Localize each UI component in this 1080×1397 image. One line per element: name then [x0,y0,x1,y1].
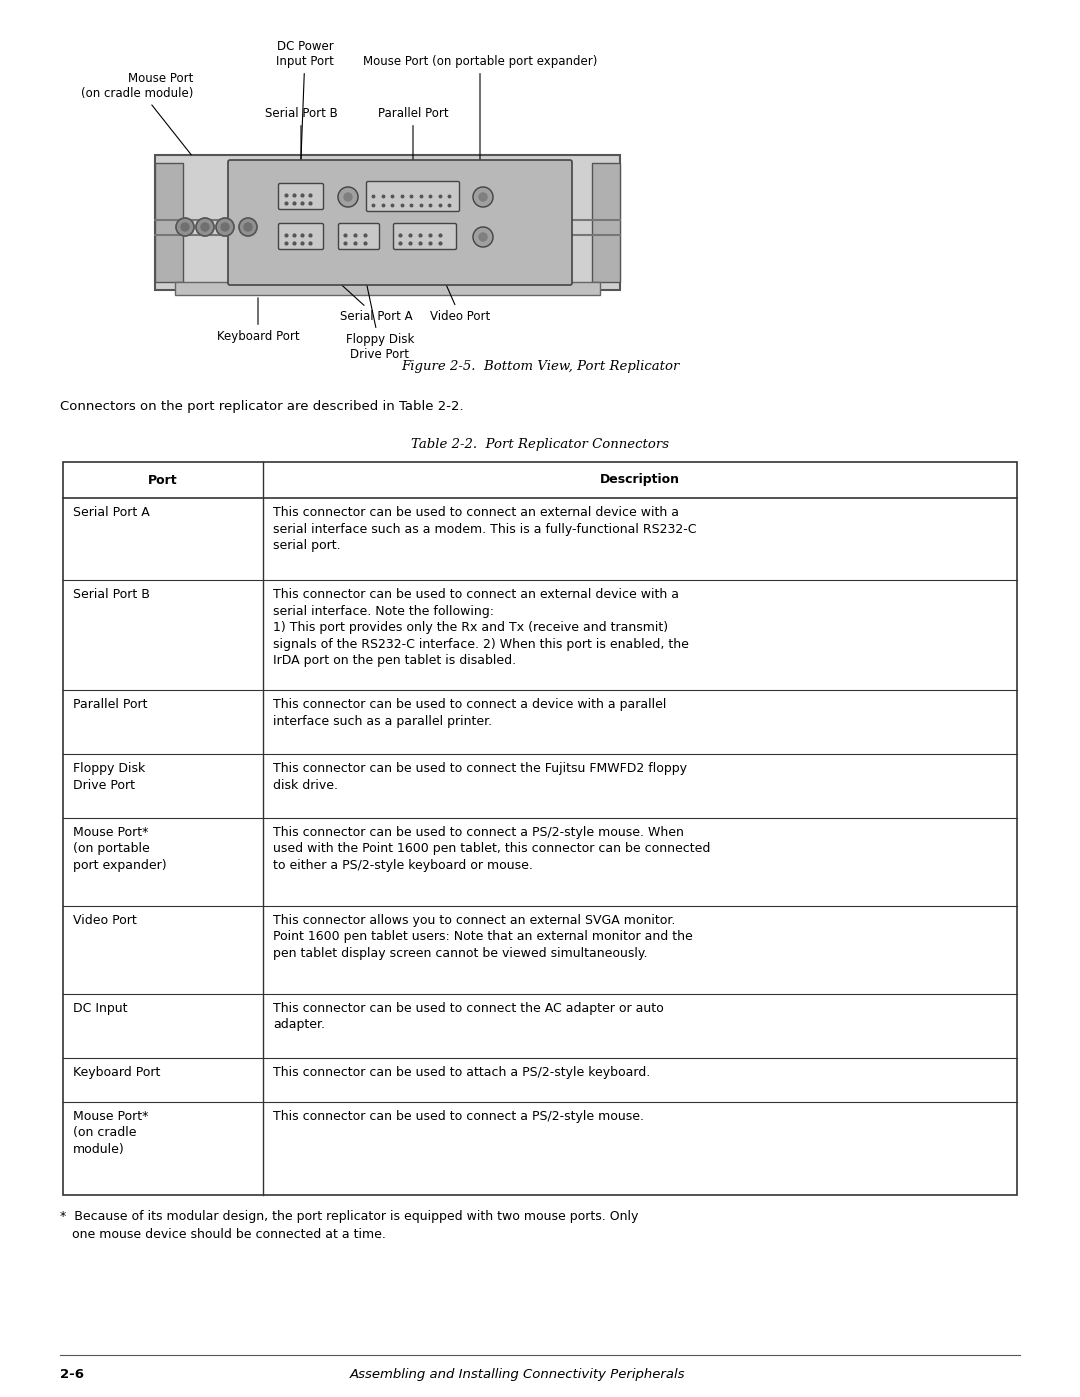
Text: Connectors on the port replicator are described in Table 2-2.: Connectors on the port replicator are de… [60,400,463,414]
Text: Table 2-2.  Port Replicator Connectors: Table 2-2. Port Replicator Connectors [411,439,669,451]
Text: Parallel Port: Parallel Port [378,108,448,180]
Text: This connector can be used to connect an external device with a
serial interface: This connector can be used to connect an… [273,506,697,552]
FancyBboxPatch shape [393,224,457,250]
Text: This connector can be used to connect an external device with a
serial interface: This connector can be used to connect an… [273,588,689,668]
Text: This connector can be used to connect a PS/2-style mouse.: This connector can be used to connect a … [273,1109,644,1123]
FancyBboxPatch shape [279,224,324,250]
FancyBboxPatch shape [338,224,379,250]
Text: DC Power
Input Port: DC Power Input Port [276,41,334,182]
Bar [63,462,1017,1194]
Circle shape [480,233,487,242]
Text: Port: Port [148,474,178,486]
Text: Floppy Disk
Drive Port: Floppy Disk Drive Port [73,763,145,792]
Circle shape [345,193,352,201]
Bar [592,163,620,282]
Bar [175,282,600,295]
Text: Figure 2-5.  Bottom View, Port Replicator: Figure 2-5. Bottom View, Port Replicator [401,360,679,373]
Circle shape [480,193,487,201]
Text: This connector can be used to connect the AC adapter or auto
adapter.: This connector can be used to connect th… [273,1002,664,1031]
Text: Mouse Port*
(on portable
port expander): Mouse Port* (on portable port expander) [73,826,166,872]
Bar [156,163,183,282]
Circle shape [338,187,357,207]
Text: DC Input: DC Input [73,1002,127,1014]
Text: This connector can be used to connect a PS/2-style mouse. When
used with the Poi: This connector can be used to connect a … [273,826,711,872]
Text: This connector can be used to attach a PS/2-style keyboard.: This connector can be used to attach a P… [273,1066,650,1078]
Circle shape [244,224,252,231]
Text: Serial Port A: Serial Port A [73,506,150,520]
Text: Floppy Disk
Drive Port: Floppy Disk Drive Port [346,250,415,360]
Circle shape [473,226,492,247]
Text: Video Port: Video Port [73,914,137,926]
Text: This connector can be used to connect the Fujitsu FMWFD2 floppy
disk drive.: This connector can be used to connect th… [273,763,687,792]
Text: Mouse Port
(on cradle module): Mouse Port (on cradle module) [81,73,193,155]
Circle shape [216,218,234,236]
Text: Serial Port B: Serial Port B [73,588,150,602]
Text: Serial Port B: Serial Port B [265,108,337,182]
Text: Assembling and Installing Connectivity Peripherals: Assembling and Installing Connectivity P… [350,1368,686,1382]
Text: Keyboard Port: Keyboard Port [217,298,299,344]
FancyBboxPatch shape [228,161,572,285]
Text: Parallel Port: Parallel Port [73,698,148,711]
Bar [156,155,620,291]
Circle shape [221,224,229,231]
Circle shape [473,187,492,207]
Text: one mouse device should be connected at a time.: one mouse device should be connected at … [60,1228,386,1241]
Circle shape [239,218,257,236]
Circle shape [201,224,210,231]
Circle shape [181,224,189,231]
FancyBboxPatch shape [366,182,459,211]
Text: 2-6: 2-6 [60,1368,84,1382]
Circle shape [195,218,214,236]
Text: This connector can be used to connect a device with a parallel
interface such as: This connector can be used to connect a … [273,698,666,728]
FancyBboxPatch shape [279,183,324,210]
Text: *  Because of its modular design, the port replicator is equipped with two mouse: * Because of its modular design, the por… [60,1210,638,1222]
Text: This connector allows you to connect an external SVGA monitor.
Point 1600 pen ta: This connector allows you to connect an … [273,914,692,960]
Text: Mouse Port*
(on cradle
module): Mouse Port* (on cradle module) [73,1109,148,1155]
Circle shape [176,218,194,236]
Text: Video Port: Video Port [430,250,490,323]
Text: Mouse Port (on portable port expander): Mouse Port (on portable port expander) [363,54,597,182]
Text: Serial Port A: Serial Port A [303,250,413,323]
Text: Description: Description [600,474,680,486]
Text: Keyboard Port: Keyboard Port [73,1066,160,1078]
